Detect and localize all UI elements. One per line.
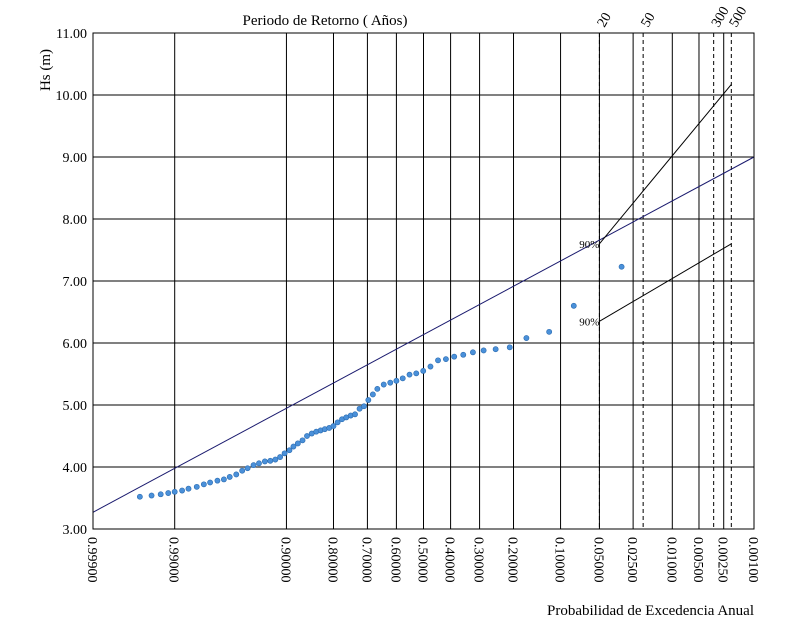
data-point	[277, 454, 284, 460]
x-tick-label: 0.40000	[442, 537, 457, 583]
data-point	[214, 477, 221, 484]
x-tick-label: 0.50000	[415, 537, 430, 583]
data-point	[413, 370, 420, 377]
data-point	[148, 492, 155, 499]
x-tick-label: 0.05000	[590, 537, 605, 583]
data-point	[618, 263, 625, 270]
data-point	[334, 419, 341, 426]
data-point	[399, 375, 406, 382]
x-tick-label: 0.01000	[663, 537, 678, 583]
data-point	[435, 357, 441, 364]
x-tick-label: 0.60000	[387, 537, 402, 583]
x-tick-label: 0.99000	[166, 537, 181, 583]
y-tick-label: 3.00	[63, 523, 88, 538]
data-point	[420, 367, 427, 374]
data-point	[330, 423, 337, 429]
x-tick-label: 0.00500	[690, 537, 705, 583]
data-point	[244, 465, 251, 472]
data-point	[290, 443, 297, 450]
chart-title: Periodo de Retorno ( Años)	[243, 13, 408, 29]
data-point	[492, 346, 499, 353]
y-tick-label: 4.00	[63, 461, 88, 476]
y-tick-label: 6.00	[63, 337, 88, 352]
data-point	[304, 433, 310, 439]
data-point	[546, 328, 553, 335]
data-point	[165, 490, 172, 496]
data-point	[570, 302, 577, 309]
data-point	[193, 483, 200, 490]
data-point	[233, 471, 240, 478]
data-point	[294, 440, 301, 447]
series-layer: 90% 90%	[92, 84, 755, 513]
y-tick-label: 9.00	[63, 151, 88, 166]
data-point	[356, 405, 363, 412]
data-point	[136, 493, 143, 500]
x-tick-label: 0.80000	[324, 537, 339, 583]
confidence-band-line	[599, 243, 732, 322]
data-point	[267, 457, 274, 464]
x-tick-label: 0.70000	[358, 537, 373, 583]
data-point	[470, 349, 476, 356]
y-tick-label: 7.00	[63, 275, 88, 290]
data-point	[443, 356, 449, 363]
data-point	[361, 403, 367, 410]
x-tick-label: 0.00100	[745, 537, 760, 583]
confidence-band-label: 90%	[579, 316, 599, 328]
data-point	[406, 371, 413, 378]
confidence-band-label: 90%	[579, 239, 599, 251]
data-point	[200, 481, 207, 488]
y-tick-label: 5.00	[63, 399, 88, 414]
data-point	[220, 476, 227, 483]
data-point	[239, 467, 246, 474]
y-tick-label: 10.00	[56, 89, 88, 104]
data-point	[365, 397, 372, 403]
data-point	[207, 479, 213, 486]
data-point	[393, 377, 400, 384]
data-point	[380, 381, 387, 388]
x-tick-label: 0.10000	[552, 537, 567, 583]
data-point	[480, 347, 487, 354]
confidence-band-line	[599, 84, 732, 245]
data-point	[185, 485, 192, 492]
x-tick-label: 0.99900	[84, 537, 99, 583]
data-point	[523, 335, 530, 341]
x-tick-label: 0.02500	[624, 537, 639, 583]
data-point	[272, 456, 279, 463]
data-point	[261, 458, 268, 465]
x-tick-label: 0.00250	[715, 537, 730, 583]
data-point	[427, 363, 434, 370]
data-point	[451, 353, 458, 360]
x-tick-label: 0.20000	[505, 537, 520, 583]
data-point	[506, 344, 513, 351]
data-point	[286, 447, 293, 454]
plot-frame	[92, 32, 755, 530]
y-tick-label: 11.00	[56, 27, 87, 42]
points-layer	[136, 263, 625, 500]
data-point	[250, 462, 257, 469]
data-point	[171, 488, 178, 495]
return-period-label: 500	[727, 4, 750, 30]
data-point	[179, 487, 186, 494]
data-point	[157, 491, 164, 498]
y-axis-label: Hs (m)	[38, 49, 54, 91]
return-period-label: 50	[639, 10, 659, 30]
data-point	[226, 474, 233, 480]
data-point	[352, 411, 358, 418]
data-point	[299, 437, 306, 444]
data-point	[281, 450, 288, 457]
data-point	[460, 351, 467, 358]
x-tick-label: 0.30000	[471, 537, 486, 583]
data-point	[256, 460, 262, 467]
x-tick-label: 0.90000	[277, 537, 292, 583]
data-point	[369, 391, 376, 398]
y-tick-label: 8.00	[63, 213, 88, 228]
data-point	[374, 385, 381, 392]
fit-line	[92, 156, 755, 513]
data-point	[387, 379, 394, 386]
return-period-label: 20	[595, 10, 615, 30]
x-axis-label: Probabilidad de Excedencia Anual	[547, 603, 754, 619]
